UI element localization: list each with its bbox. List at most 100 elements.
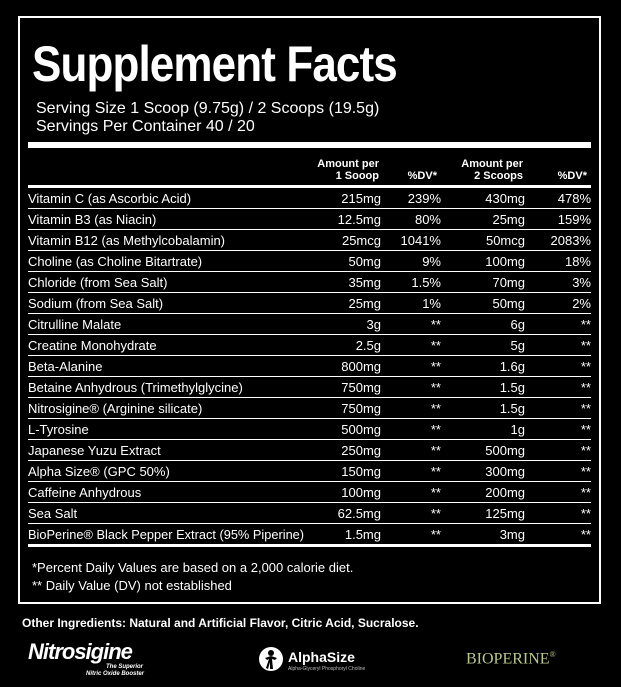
ingredient-name-text: L-Tyrosine [28,421,89,437]
amount-1-scoop: 215mg [315,185,381,209]
ingredient-name: Sea Salt [28,502,315,524]
header-amount-1-line1: Amount per [317,158,379,170]
nitrosigine-logo-text: Nitrosigine [28,639,133,664]
ingredient-name: Nitrosigine® (Arginine silicate) [28,397,315,419]
dv-2-scoops: ** [525,502,591,524]
dv-2-scoops: 2083% [525,229,591,251]
header-dv-2: %DV* [557,170,587,182]
header-amount-2-line1: Amount per [461,158,523,170]
ingredient-name-text: Vitamin B12 (as Methylcobalamin) [28,232,226,248]
ingredient-name-text: Choline (as Choline Bitartrate) [28,253,203,269]
ingredient-name-text: Alpha Size® (GPC 50%) [28,463,170,479]
header-amount-2-line2: 2 Scoops [474,170,523,182]
amount-2-scoops: 200mg [441,481,525,503]
table-row: Sea Salt 62.5mg ** 125mg ** [28,502,591,524]
footnote-not-established: ** Daily Value (DV) not established [32,578,232,593]
ingredient-name: Vitamin B3 (as Niacin) [28,208,315,230]
dv-2-scoops: ** [525,313,591,335]
dv-2-scoops: ** [525,397,591,419]
ingredient-name-text: Chloride (from Sea Salt) [28,274,168,290]
dv-2-scoops: 2% [525,292,591,314]
dv-2-scoops: 18% [525,250,591,272]
nitrosigine-tagline-2: Nitric Oxide Booster [86,671,145,677]
dv-2-scoops: ** [525,460,591,482]
dv-2-scoops: 159% [525,208,591,230]
serving-size: Serving Size 1 Scoop (9.75g) / 2 Scoops … [36,100,380,117]
dv-2-scoops: ** [525,376,591,398]
amount-2-scoops: 1g [441,418,525,440]
dv-2-scoops: ** [525,439,591,461]
dv-1-scoop: 1.5% [381,271,441,293]
ingredient-name: Vitamin C (as Ascorbic Acid) [28,185,315,209]
amount-2-scoops: 1.6g [441,355,525,377]
dv-1-scoop: ** [381,376,441,398]
dv-1-scoop: ** [381,418,441,440]
ingredient-name: Citrulline Malate [28,313,315,335]
amount-1-scoop: 500mg [315,418,381,440]
amount-1-scoop: 800mg [315,355,381,377]
dv-2-scoops: ** [525,523,591,547]
dv-1-scoop: ** [381,481,441,503]
amount-2-scoops: 1.5g [441,397,525,419]
dv-1-scoop: 9% [381,250,441,272]
amount-1-scoop: 25mcg [315,229,381,251]
footnote-dv: *Percent Daily Values are based on a 2,0… [32,560,354,575]
amount-2-scoops: 5g [441,334,525,356]
nitrosigine-logo: Nitrosigine The Superior Nitric Oxide Bo… [28,640,168,680]
dv-1-scoop: ** [381,313,441,335]
ingredient-name-text: BioPerine® Black Pepper Extract (95% Pip… [28,526,305,542]
amount-2-scoops: 3mg [441,523,525,547]
ingredient-name-text: Japanese Yuzu Extract [28,442,161,458]
table-row: Sodium (from Sea Salt) 25mg 1% 50mg 2% [28,292,591,314]
table-row: Nitrosigine® (Arginine silicate) 750mg ** 1… [28,397,591,419]
ingredient-name: Japanese Yuzu Extract [28,439,315,461]
ingredient-name: Creatine Monohydrate [28,334,315,356]
amount-1-scoop: 2.5g [315,334,381,356]
ingredient-name-text: Citrulline Malate [28,316,122,332]
ingredient-name: Sodium (from Sea Salt) [28,292,315,314]
table-row: Alpha Size® (GPC 50%) 150mg ** 300mg ** [28,460,591,482]
dv-1-scoop: 80% [381,208,441,230]
alphasize-tagline: Alpha-Glyceryl Phosphoryl Choline [288,666,366,672]
amount-1-scoop: 50mg [315,250,381,272]
nitrosigine-tagline-1: The Superior [106,664,144,670]
dv-2-scoops: 3% [525,271,591,293]
amount-2-scoops: 50mg [441,292,525,314]
amount-2-scoops: 430mg [441,185,525,209]
dv-2-scoops: ** [525,355,591,377]
ingredient-name: Vitamin B12 (as Methylcobalamin) [28,229,315,251]
header-amount-2: Amount per 2 Scoops [441,150,525,187]
dv-1-scoop: ** [381,523,441,547]
ingredient-name: Betaine Anhydrous (Trimethylglycine) [28,376,315,398]
facts-table: Amount per 1 Sooop %DV* Amount per 2 Sco… [28,150,591,547]
table-row: L-Tyrosine 500mg ** 1g ** [28,418,591,440]
dv-1-scoop: ** [381,334,441,356]
alphasize-logo: AlphaSize Alpha-Glyceryl Phosphoryl Chol… [258,645,378,679]
dv-1-scoop: 1% [381,292,441,314]
amount-1-scoop: 150mg [315,460,381,482]
table-row: Creatine Monohydrate 2.5g ** 5g ** [28,334,591,356]
dv-1-scoop: 239% [381,185,441,209]
dv-1-scoop: 1041% [381,229,441,251]
table-row: Choline (as Choline Bitartrate) 50mg 9% 100… [28,250,591,272]
amount-2-scoops: 300mg [441,460,525,482]
servings-per-container: Servings Per Container 40 / 20 [36,118,255,135]
amount-1-scoop: 25mg [315,292,381,314]
ingredient-name-text: Creatine Monohydrate [28,337,157,353]
alphasize-logo-text: AlphaSize [288,649,355,665]
dv-2-scoops: ** [525,481,591,503]
ingredient-name-text: Beta-Alanine [28,358,103,374]
amount-2-scoops: 50mcg [441,229,525,251]
ingredient-name: BioPerine® Black Pepper Extract (95% Pip… [28,523,315,547]
ingredient-name-text: Vitamin C (as Ascorbic Acid) [28,190,192,206]
amount-2-scoops: 25mg [441,208,525,230]
amount-1-scoop: 62.5mg [315,502,381,524]
table-row: Caffeine Anhydrous 100mg ** 200mg ** [28,481,591,503]
amount-2-scoops: 125mg [441,502,525,524]
table-header-row: Amount per 1 Sooop %DV* Amount per 2 Sco… [28,150,591,187]
amount-1-scoop: 100mg [315,481,381,503]
dv-2-scoops: 478% [525,185,591,209]
thick-divider [28,142,591,148]
bioperine-logo-text: BIOPERINE [466,650,550,668]
ingredient-name-text: Caffeine Anhydrous [28,484,142,500]
